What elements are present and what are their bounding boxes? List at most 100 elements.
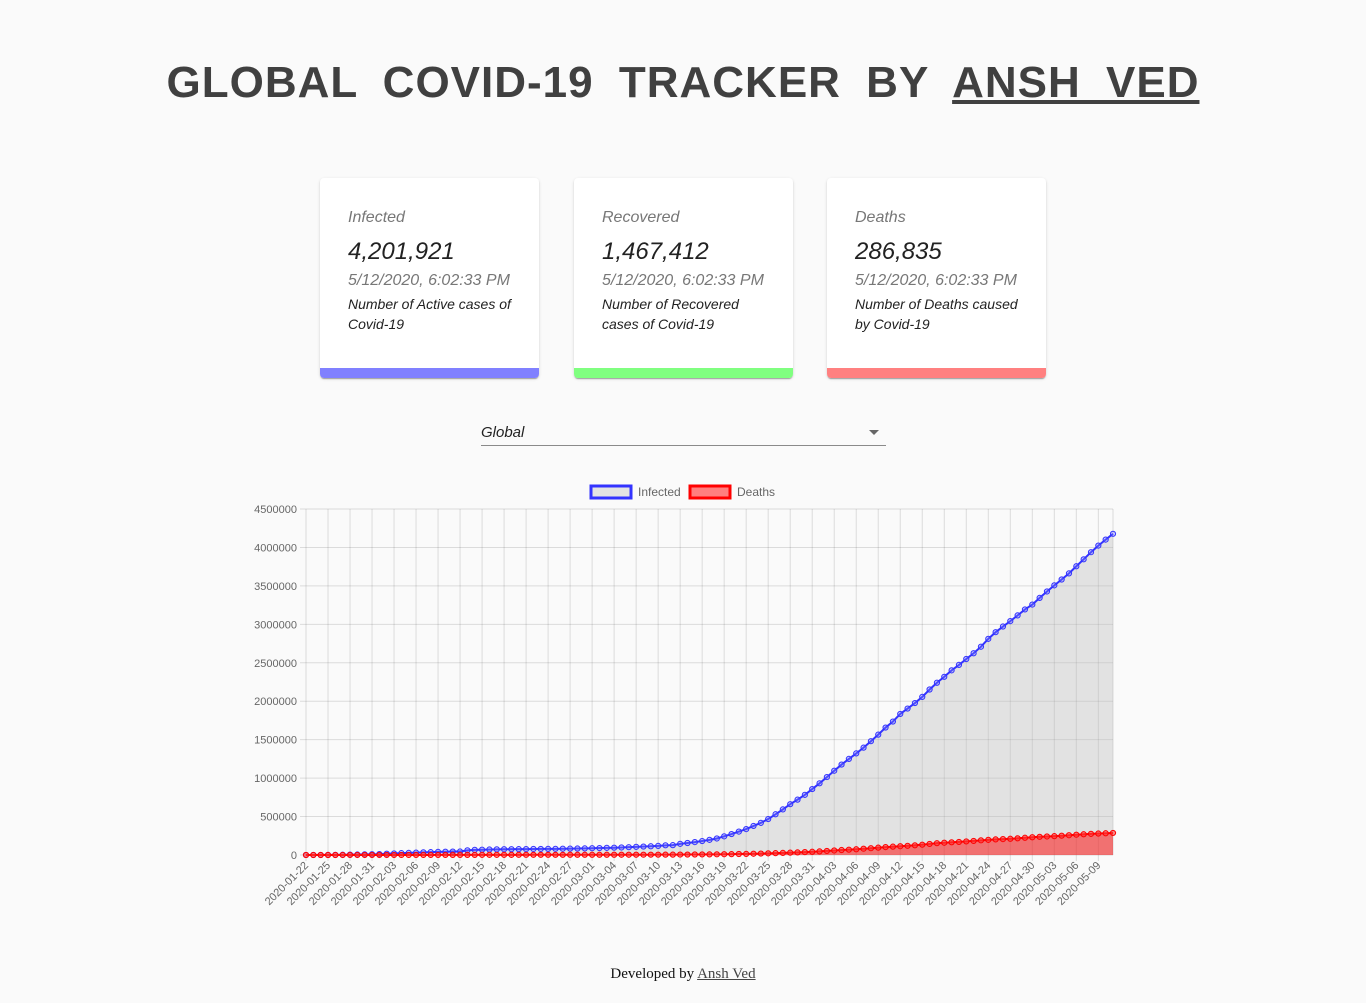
deaths-point [346,851,354,859]
infected-point [508,846,515,853]
deaths-point [368,851,376,859]
infected-point [640,843,647,850]
infected-area [306,533,1113,855]
infected-point [493,846,500,853]
deaths-point [508,851,515,858]
card-accent-bar [574,368,793,378]
infected-point [545,845,552,852]
infected-point [948,667,955,674]
infected-point [1051,582,1058,589]
deaths-point [691,851,698,858]
infected-point [904,705,911,712]
deaths-point [889,843,897,850]
infected-point [567,845,574,852]
infected-point [559,845,566,852]
deaths-point [728,851,735,858]
deaths-area [306,832,1113,855]
deaths-point [743,850,750,857]
card-description: Number of Deaths caused by Covid-19 [855,296,1018,332]
deaths-point [897,843,904,850]
deaths-point [1058,832,1065,839]
card-accent-bar [827,368,1046,378]
chevron-down-icon[interactable] [869,430,879,435]
deaths-point [1007,835,1014,842]
deaths-point [332,851,339,859]
deaths-point [581,851,588,858]
deaths-point [713,851,720,858]
infected-point [603,844,610,851]
deaths-point [1102,830,1109,837]
deaths-point [522,851,530,858]
deaths-point [398,851,405,859]
card-value: 286,835 [855,238,942,265]
deaths-point [977,837,985,844]
infected-point [647,843,654,850]
deaths-point [611,851,618,858]
deaths-point [310,851,317,859]
infected-point [537,845,544,853]
country-select[interactable]: Global [481,418,886,446]
page-title: GLOBAL COVID-19 TRACKER BY ANSH VED [0,56,1366,110]
infected-point [669,842,676,849]
card-description: Number of Recovered cases of Covid-19 [602,296,739,332]
deaths-point [449,851,456,859]
deaths-point [537,851,544,858]
infected-point [596,844,603,852]
infected-point [1080,556,1087,563]
deaths-point [735,850,742,858]
infected-point [801,791,808,798]
infected-point [838,761,845,768]
deaths-point [574,851,581,858]
deaths-point [383,851,390,859]
deaths-point [500,851,508,858]
infected-point [530,845,537,853]
author-link[interactable]: ANSH VED [952,58,1200,107]
deaths-point [809,848,816,855]
infected-card: Infected 4,201,921 5/12/2020, 6:02:33 PM… [320,178,539,378]
infected-point [471,846,478,853]
infected-point [677,840,684,847]
card-date: 5/12/2020, 6:02:33 PM [855,272,1017,289]
card-value: 4,201,921 [348,238,455,265]
infected-point [633,843,640,850]
deaths-point [618,851,625,858]
footer-author-link[interactable]: Ansh Ved [697,966,756,982]
deaths-point [339,851,346,859]
infected-point [823,773,830,781]
infected-point [1073,563,1080,570]
infected-point [845,755,852,763]
infected-point [1058,576,1065,583]
card-date: 5/12/2020, 6:02:33 PM [602,272,764,289]
infected-point [1029,601,1036,608]
infected-legend-swatch [589,484,633,500]
infected-legend-label: Infected [638,485,681,499]
deaths-point [721,851,728,858]
deaths-point [750,850,757,857]
deaths-point [545,851,552,858]
infected-point [992,629,999,636]
deaths-point [412,851,420,859]
deaths-point [361,851,368,859]
recovered-card: Recovered 1,467,412 5/12/2020, 6:02:33 P… [574,178,793,378]
y-tick-label: 1500000 [254,735,297,747]
deaths-point [589,851,596,858]
deaths-point [478,851,486,858]
card-date: 5/12/2020, 6:02:33 PM [348,272,510,289]
infected-point [919,693,926,701]
deaths-point [677,851,684,858]
infected-point [926,686,933,693]
infected-point [691,839,698,846]
infected-point [933,679,941,686]
infected-point [728,830,735,838]
infected-point [1087,549,1095,556]
infected-point [999,623,1007,630]
deaths-point [647,851,654,858]
deaths-point [354,851,361,859]
deaths-point [1051,833,1058,840]
deaths-point [955,838,963,846]
infected-point [860,744,867,751]
infected-point [611,844,618,851]
deaths-point [816,848,823,855]
y-tick-label: 500000 [260,812,297,824]
deaths-point [655,851,662,858]
